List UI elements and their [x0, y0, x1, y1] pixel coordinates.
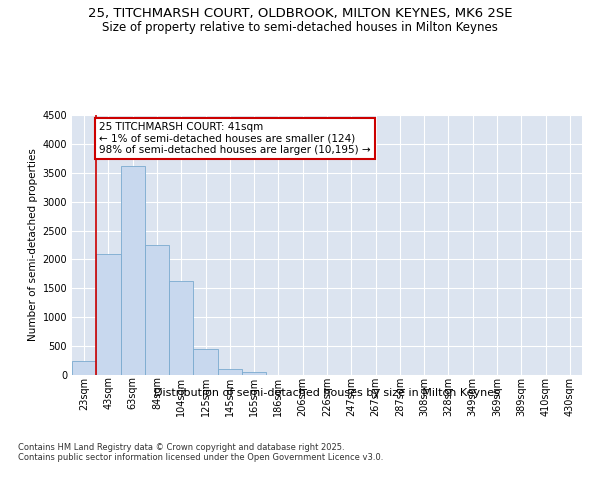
Text: 25, TITCHMARSH COURT, OLDBROOK, MILTON KEYNES, MK6 2SE: 25, TITCHMARSH COURT, OLDBROOK, MILTON K…	[88, 8, 512, 20]
Bar	[218, 369, 242, 375]
Text: 25 TITCHMARSH COURT: 41sqm
← 1% of semi-detached houses are smaller (124)
98% of: 25 TITCHMARSH COURT: 41sqm ← 1% of semi-…	[99, 122, 370, 155]
Bar	[169, 281, 193, 375]
Bar	[121, 166, 145, 375]
Bar	[145, 245, 169, 375]
Bar	[242, 372, 266, 375]
Bar	[193, 349, 218, 375]
Bar	[72, 361, 96, 375]
Y-axis label: Number of semi-detached properties: Number of semi-detached properties	[28, 148, 38, 342]
Text: Contains HM Land Registry data © Crown copyright and database right 2025.
Contai: Contains HM Land Registry data © Crown c…	[18, 442, 383, 462]
Text: Size of property relative to semi-detached houses in Milton Keynes: Size of property relative to semi-detach…	[102, 21, 498, 34]
Bar	[96, 254, 121, 375]
Text: Distribution of semi-detached houses by size in Milton Keynes: Distribution of semi-detached houses by …	[154, 388, 500, 398]
